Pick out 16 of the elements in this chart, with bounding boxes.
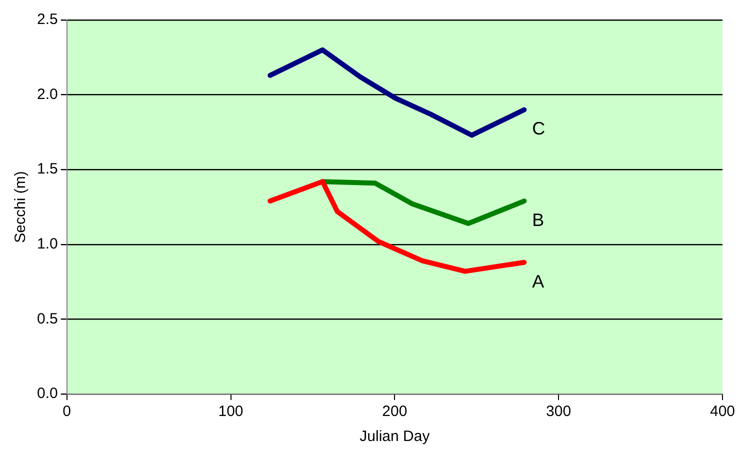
y-tick-label: 1.5 bbox=[36, 160, 58, 178]
y-axis-title: Secchi (m) bbox=[12, 171, 30, 243]
y-tick-label: 2.0 bbox=[36, 86, 58, 103]
x-tick-label: 400 bbox=[710, 403, 735, 420]
series-label: C bbox=[532, 118, 546, 139]
series-label: B bbox=[532, 210, 544, 230]
x-axis-title: Julian Day bbox=[360, 428, 430, 446]
x-tick-label: 200 bbox=[382, 403, 408, 420]
series-label: A bbox=[532, 271, 544, 292]
y-tick-label: 0.5 bbox=[36, 310, 58, 328]
x-tick-label: 300 bbox=[546, 403, 572, 420]
y-tick-label: 0.0 bbox=[36, 385, 58, 402]
y-tick-label: 2.5 bbox=[36, 11, 58, 28]
x-tick-label: 100 bbox=[218, 403, 244, 420]
y-tick-label: 1.0 bbox=[36, 236, 58, 253]
x-tick-label: 0 bbox=[62, 403, 72, 420]
